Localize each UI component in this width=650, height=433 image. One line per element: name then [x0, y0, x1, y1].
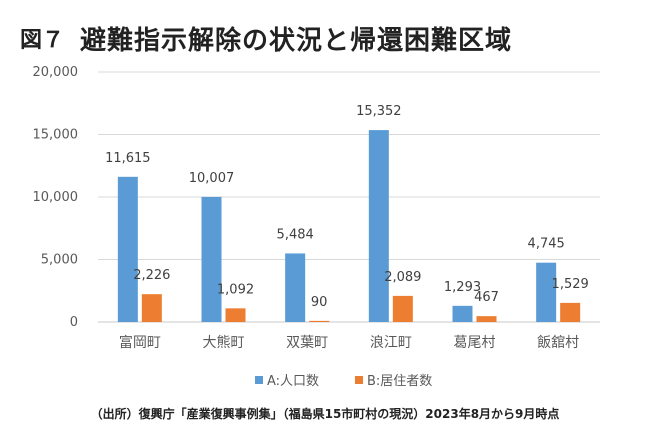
y-tick-label: 10,000	[33, 190, 79, 205]
y-tick-label: 20,000	[33, 65, 79, 80]
legend-label: A:人口数	[267, 374, 319, 389]
data-label: 4,745	[528, 237, 565, 252]
data-label: 1,092	[217, 282, 254, 297]
category-label: 双葉町	[286, 335, 328, 351]
data-label: 2,089	[384, 270, 421, 285]
y-tick-label: 15,000	[33, 128, 79, 143]
data-label: 90	[311, 295, 328, 310]
bar-residents-2	[225, 308, 246, 322]
data-label: 1,529	[552, 277, 589, 292]
figure-label: 図７	[20, 28, 65, 53]
bar-residents-5	[476, 316, 497, 322]
y-tick-label: 0	[70, 315, 78, 330]
bar-residents-1	[141, 294, 162, 322]
bar-residents-4	[392, 295, 413, 322]
bar-residents-6	[560, 302, 581, 322]
bar-population-3	[285, 253, 306, 322]
category-label: 大熊町	[203, 335, 245, 351]
title-row: 図７ 避難指示解除の状況と帰還困難区域	[20, 18, 512, 58]
source-note: （出所）復興庁「産業復興事例集」（福島県15市町村の現況）2023年8月から9月…	[90, 407, 560, 421]
bar-population-6	[536, 262, 557, 322]
category-label: 富岡町	[119, 334, 161, 351]
bar-residents-3	[309, 320, 330, 322]
bar-population-4	[368, 130, 389, 322]
data-label: 467	[474, 290, 499, 305]
bar-population-2	[201, 196, 222, 322]
data-label: 5,484	[277, 227, 314, 242]
bar-population-1	[117, 176, 138, 322]
category-label: 葛尾村	[454, 335, 496, 351]
legend-label: B:居住者数	[367, 374, 432, 389]
data-label: 1,293	[444, 280, 481, 295]
legend-swatch	[255, 376, 263, 384]
legend-swatch	[355, 376, 363, 384]
data-label: 11,615	[105, 151, 151, 166]
data-label: 15,352	[356, 104, 402, 119]
category-label: 飯舘村	[537, 334, 579, 351]
category-label: 浪江町	[370, 335, 412, 351]
data-label: 10,007	[189, 171, 235, 186]
chart-title: 避難指示解除の状況と帰還困難区域	[80, 25, 513, 56]
bar-population-5	[452, 305, 473, 322]
data-label: 2,226	[133, 268, 170, 283]
y-tick-label: 5,000	[41, 253, 78, 268]
